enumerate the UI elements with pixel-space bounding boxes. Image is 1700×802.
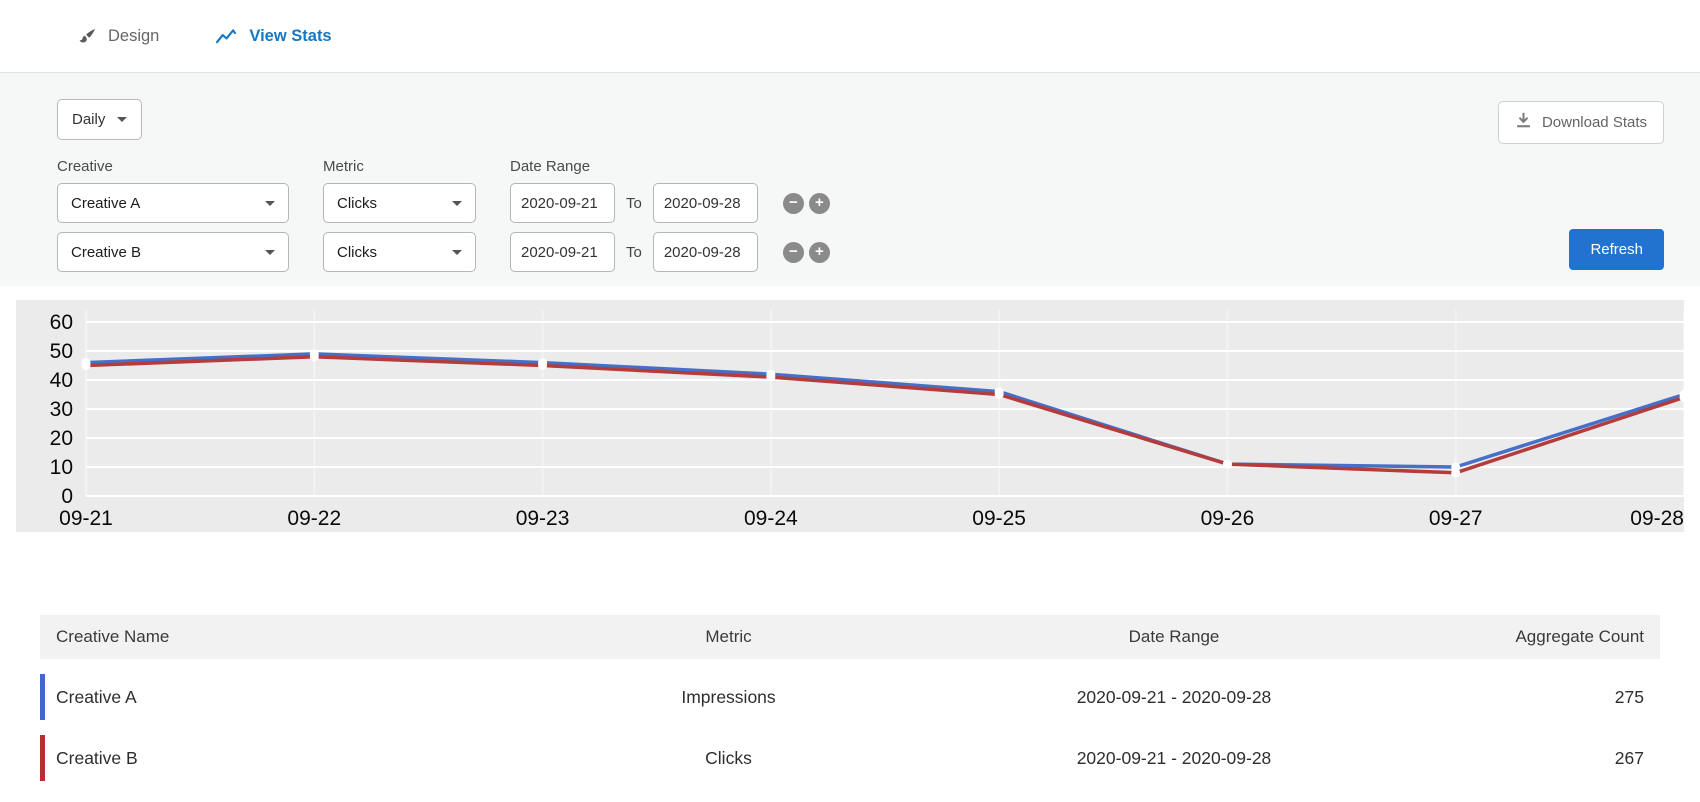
tab-view-stats[interactable]: View Stats	[215, 26, 332, 46]
table-row: Creative A Impressions 2020-09-21 - 2020…	[40, 674, 1660, 720]
table-row: Creative B Clicks 2020-09-21 - 2020-09-2…	[40, 735, 1660, 781]
cell-metric: Impressions	[681, 686, 776, 707]
date-range-column-label: Date Range	[510, 158, 591, 175]
plus-icon: +	[814, 194, 824, 211]
paintbrush-icon	[78, 27, 97, 46]
svg-text:30: 30	[50, 398, 73, 421]
series-color-indicator	[40, 735, 45, 781]
tab-design[interactable]: Design	[78, 27, 159, 46]
interval-dropdown[interactable]: Daily	[57, 99, 143, 140]
svg-text:09-28: 09-28	[1630, 507, 1684, 530]
creative-column-label: Creative	[57, 158, 113, 175]
download-stats-label: Download Stats	[1541, 114, 1647, 131]
date-range-row1: To − +	[510, 183, 830, 223]
header-aggregate-count: Aggregate Count	[1515, 627, 1644, 646]
header-creative-name: Creative Name	[56, 627, 170, 646]
download-icon	[1515, 112, 1532, 133]
creative-column: Creative Creative A Creative B	[57, 158, 289, 272]
svg-text:50: 50	[50, 340, 73, 363]
top-nav: Design View Stats	[0, 0, 1700, 73]
chevron-down-icon	[265, 200, 275, 206]
creative-select-row1-value: Creative A	[71, 194, 141, 212]
cell-metric: Clicks	[705, 747, 752, 768]
line-chart-svg: 0 10 20 30 40 50 60 09-21 09-22 09-23 09-24 09-25 09…	[50, 310, 1684, 530]
svg-text:60: 60	[50, 311, 73, 334]
cell-date-range: 2020-09-21 - 2020-09-28	[1076, 747, 1272, 768]
svg-text:09-26: 09-26	[1201, 507, 1255, 530]
remove-series-button-row1[interactable]: −	[782, 192, 804, 214]
chevron-down-icon	[265, 249, 275, 255]
metric-select-row1[interactable]: Clicks	[323, 183, 476, 223]
table-header-row: Creative Name Metric Date Range Aggregat…	[40, 615, 1660, 659]
plus-icon: +	[814, 243, 824, 260]
start-date-input-row1[interactable]	[510, 183, 615, 223]
metric-column-label: Metric	[323, 158, 364, 175]
svg-text:09-24: 09-24	[744, 507, 798, 530]
svg-text:09-21: 09-21	[59, 507, 113, 530]
stats-line-icon	[215, 27, 238, 46]
chart-section: 0 10 20 30 40 50 60 09-21 09-22 09-23 09-24 09-25 09…	[0, 286, 1700, 532]
refresh-button[interactable]: Refresh	[1569, 229, 1664, 270]
tab-design-label: Design	[108, 26, 160, 45]
header-date-range: Date Range	[1128, 627, 1220, 646]
metric-select-row1-value: Clicks	[337, 194, 377, 212]
svg-text:09-23: 09-23	[516, 507, 570, 530]
svg-text:10: 10	[50, 456, 73, 479]
to-label: To	[626, 243, 642, 261]
creative-select-row2[interactable]: Creative B	[57, 232, 289, 272]
chevron-down-icon	[117, 117, 128, 122]
to-label: To	[626, 194, 642, 212]
interval-dropdown-label: Daily	[72, 111, 106, 128]
end-date-input-row2[interactable]	[652, 232, 758, 272]
line-chart: 0 10 20 30 40 50 60 09-21 09-22 09-23 09-24 09-25 09…	[16, 300, 1684, 532]
start-date-input-row2[interactable]	[510, 232, 615, 272]
series-color-indicator	[40, 674, 45, 720]
cell-creative-name: Creative A	[56, 686, 137, 707]
cell-aggregate-count: 275	[1614, 686, 1644, 707]
metric-select-row2[interactable]: Clicks	[323, 232, 476, 272]
filter-grid: Creative Creative A Creative B Metric Cl…	[57, 158, 1664, 272]
minus-icon: −	[788, 243, 798, 260]
header-metric: Metric	[705, 627, 752, 646]
cell-creative-name: Creative B	[56, 747, 138, 768]
add-series-button-row1[interactable]: +	[808, 192, 830, 214]
end-date-input-row1[interactable]	[652, 183, 758, 223]
add-series-button-row2[interactable]: +	[808, 241, 830, 263]
stats-table-section: Creative Name Metric Date Range Aggregat…	[0, 532, 1700, 781]
remove-series-button-row2[interactable]: −	[782, 241, 804, 263]
date-range-column: Date Range To − + To −	[510, 158, 830, 272]
chevron-down-icon	[452, 200, 462, 206]
tab-view-stats-label: View Stats	[249, 26, 332, 45]
metric-select-row2-value: Clicks	[337, 243, 377, 261]
creative-select-row1[interactable]: Creative A	[57, 183, 289, 223]
svg-text:09-27: 09-27	[1429, 507, 1483, 530]
svg-text:0: 0	[61, 485, 73, 508]
cell-date-range: 2020-09-21 - 2020-09-28	[1076, 686, 1272, 707]
svg-text:09-25: 09-25	[972, 507, 1026, 530]
controls-panel: Daily Download Stats Creative Creative A…	[0, 73, 1700, 286]
chevron-down-icon	[452, 249, 462, 255]
creative-select-row2-value: Creative B	[71, 243, 142, 261]
cell-aggregate-count: 267	[1614, 747, 1644, 768]
metric-column: Metric Clicks Clicks	[323, 158, 476, 272]
svg-text:40: 40	[50, 369, 73, 392]
date-range-row2: To − +	[510, 232, 830, 272]
download-stats-button[interactable]: Download Stats	[1497, 101, 1664, 144]
minus-icon: −	[788, 194, 798, 211]
svg-text:09-22: 09-22	[287, 507, 341, 530]
svg-text:20: 20	[50, 427, 73, 450]
